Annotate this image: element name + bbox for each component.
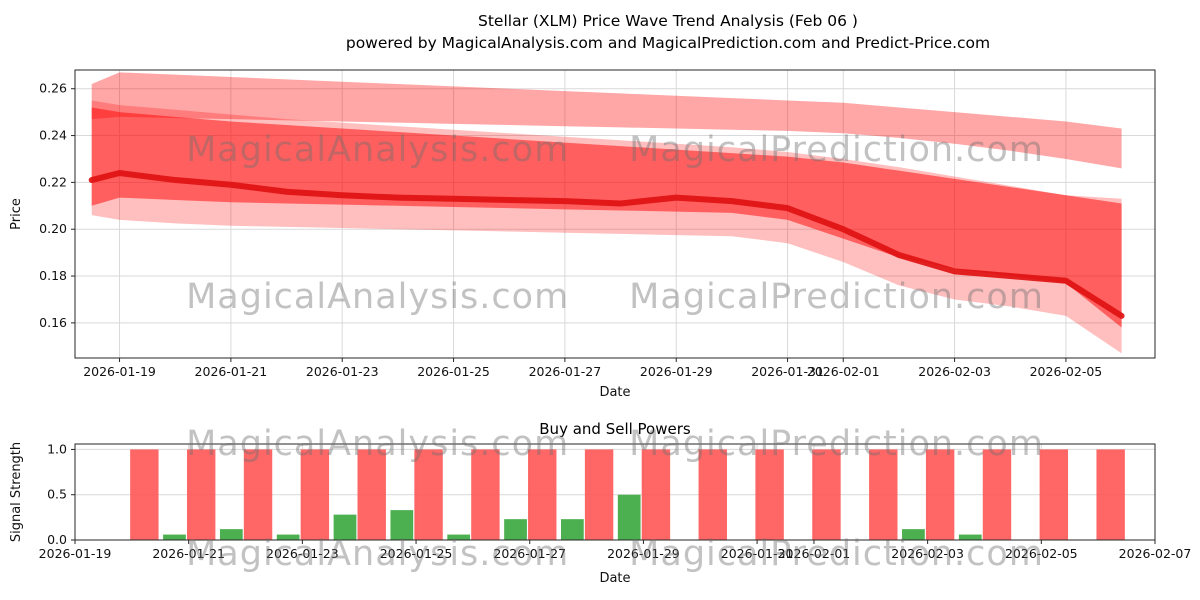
svg-text:2026-01-31: 2026-01-31 (751, 364, 824, 379)
price-band-outer-top (91, 72, 1122, 169)
sell-bar (414, 449, 443, 540)
svg-text:2026-01-29: 2026-01-29 (607, 546, 680, 561)
sell-bar (641, 449, 671, 540)
svg-text:2026-02-07: 2026-02-07 (1119, 546, 1192, 561)
buy-bar (276, 534, 300, 540)
svg-text:0.18: 0.18 (39, 268, 67, 283)
price-xaxis-label: Date (599, 385, 630, 400)
price-band-core (91, 107, 1122, 328)
sell-bar (755, 449, 784, 540)
svg-text:0.22: 0.22 (39, 174, 67, 189)
svg-text:2026-01-27: 2026-01-27 (493, 546, 566, 561)
price-wave-chart: 2026-01-19 2026-01-21 2026-01-23 2026-01-25… (9, 69, 1156, 400)
buy-bar (561, 519, 584, 540)
power-tick-labels: 2026-01-19 2026-01-21 2026-01-23 2026-01-25… (39, 441, 1192, 561)
sell-bar (186, 449, 216, 540)
price-wave-bands (91, 72, 1122, 354)
svg-text:0.26: 0.26 (39, 81, 67, 96)
svg-text:0.20: 0.20 (39, 221, 67, 236)
sell-bar (698, 449, 727, 540)
power-xaxis-label: Date (599, 571, 630, 586)
svg-text:1.0: 1.0 (47, 441, 67, 456)
title-block: Stellar (XLM) Price Wave Trend Analysis … (68, 10, 1200, 54)
sell-bar (130, 449, 159, 540)
price-main-line (88, 170, 1125, 319)
svg-text:2026-01-31: 2026-01-31 (721, 546, 794, 561)
sell-bar (471, 449, 500, 540)
svg-text:2026-02-01: 2026-02-01 (778, 546, 851, 561)
svg-text:2026-02-05: 2026-02-05 (1005, 546, 1078, 561)
sell-bar (243, 449, 273, 540)
chart-subtitle: powered by MagicalAnalysis.com and Magic… (345, 34, 991, 52)
svg-text:0.0: 0.0 (47, 532, 67, 547)
sell-bar (869, 449, 898, 540)
power-chart-title: Buy and Sell Powers (539, 420, 691, 438)
price-tick-labels: 2026-01-19 2026-01-21 2026-01-23 2026-01-25… (39, 81, 1102, 379)
svg-text:2026-01-23: 2026-01-23 (306, 364, 379, 379)
svg-text:2026-01-19: 2026-01-19 (83, 364, 156, 379)
sell-bar (357, 449, 386, 540)
buy-bar (219, 529, 243, 540)
svg-text:2026-02-03: 2026-02-03 (918, 364, 991, 379)
svg-text:2026-01-25: 2026-01-25 (380, 546, 453, 561)
sell-bar (1039, 449, 1069, 540)
buy-bar (958, 534, 982, 540)
svg-text:2026-01-27: 2026-01-27 (529, 364, 602, 379)
buy-bar (504, 519, 527, 540)
chart-title: Stellar (XLM) Price Wave Trend Analysis … (478, 12, 858, 30)
buy-bar (447, 534, 471, 540)
buy-bar (333, 514, 357, 540)
buy-bar (617, 494, 641, 540)
svg-text:2026-02-03: 2026-02-03 (891, 546, 964, 561)
buy-bar (902, 529, 925, 540)
buy-bar (163, 534, 186, 540)
svg-text:2026-01-19: 2026-01-19 (39, 546, 112, 561)
svg-text:2026-01-23: 2026-01-23 (266, 546, 339, 561)
svg-text:0.24: 0.24 (39, 128, 67, 143)
svg-text:2026-01-21: 2026-01-21 (152, 546, 225, 561)
svg-text:2026-01-21: 2026-01-21 (195, 364, 268, 379)
power-plot-frame (74, 443, 1156, 541)
sell-bar (528, 449, 557, 540)
sell-bar (925, 449, 955, 540)
price-plot-frame (74, 69, 1156, 359)
sell-bar (300, 449, 330, 540)
sell-bar (812, 449, 841, 540)
power-bars (130, 449, 1125, 540)
buy-bar (390, 510, 414, 540)
svg-text:2026-01-29: 2026-01-29 (640, 364, 713, 379)
svg-text:2026-02-01: 2026-02-01 (807, 364, 880, 379)
sell-bar (584, 449, 614, 540)
svg-text:2026-02-05: 2026-02-05 (1030, 364, 1103, 379)
price-yaxis-label: Price (9, 198, 24, 230)
power-yaxis-label: Signal Strength (9, 442, 24, 542)
svg-text:2026-01-25: 2026-01-25 (417, 364, 490, 379)
svg-text:0.5: 0.5 (47, 487, 67, 502)
svg-text:0.16: 0.16 (39, 315, 67, 330)
price-gridlines (75, 70, 1155, 358)
sell-bar (1096, 449, 1125, 540)
sell-bar (982, 449, 1012, 540)
